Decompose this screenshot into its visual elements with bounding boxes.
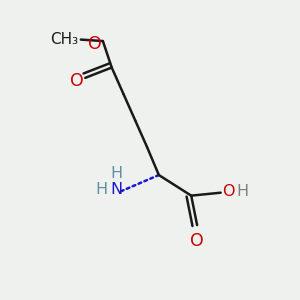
Text: O: O [190,232,204,250]
Text: O: O [222,184,235,199]
Text: N: N [110,182,122,197]
Text: H: H [95,182,107,197]
Text: O: O [88,35,101,53]
Text: CH₃: CH₃ [50,32,78,47]
Text: O: O [70,72,84,90]
Text: H: H [110,166,122,181]
Text: H: H [237,184,249,199]
